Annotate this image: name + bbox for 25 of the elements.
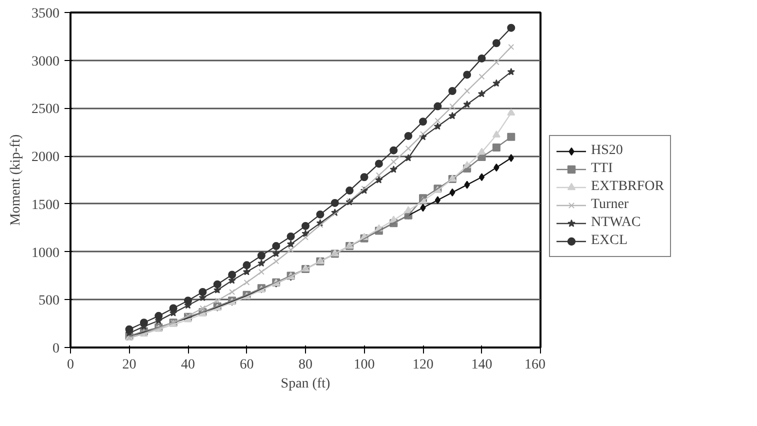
x-tick-label: 120 bbox=[412, 358, 434, 372]
legend-label: Turner bbox=[591, 196, 629, 214]
y-tick-label: 0 bbox=[52, 342, 60, 356]
legend-label: EXCL bbox=[591, 232, 628, 250]
legend-label: TTI bbox=[591, 160, 613, 178]
x-axis-title: Span (ft) bbox=[280, 376, 331, 392]
y-tick-label: 2500 bbox=[32, 102, 60, 118]
y-tick-label: 3000 bbox=[32, 54, 60, 70]
x-tick-label: 20 bbox=[122, 358, 136, 372]
x-tick-label: 60 bbox=[240, 358, 254, 372]
y-tick-label: 1500 bbox=[32, 198, 60, 213]
x-tick-label: 0 bbox=[67, 358, 74, 372]
x-tick-label: 140 bbox=[471, 358, 492, 372]
y-axis-title: Moment (kip-ft) bbox=[8, 134, 24, 226]
y-tick-label: 500 bbox=[38, 294, 60, 309]
legend-label: HS20 bbox=[591, 142, 623, 160]
x-tick-label: 160 bbox=[524, 358, 546, 372]
y-tick-label: 1000 bbox=[32, 246, 60, 261]
legend-label: EXTBRFOR bbox=[591, 178, 664, 196]
x-tick-label: 40 bbox=[181, 358, 195, 372]
y-tick-label: 3500 bbox=[32, 6, 60, 22]
x-tick-label: 100 bbox=[354, 358, 375, 372]
x-tick-label: 80 bbox=[298, 358, 312, 372]
y-tick-label: 2000 bbox=[32, 150, 60, 166]
legend-label: NTWAC bbox=[591, 214, 641, 232]
